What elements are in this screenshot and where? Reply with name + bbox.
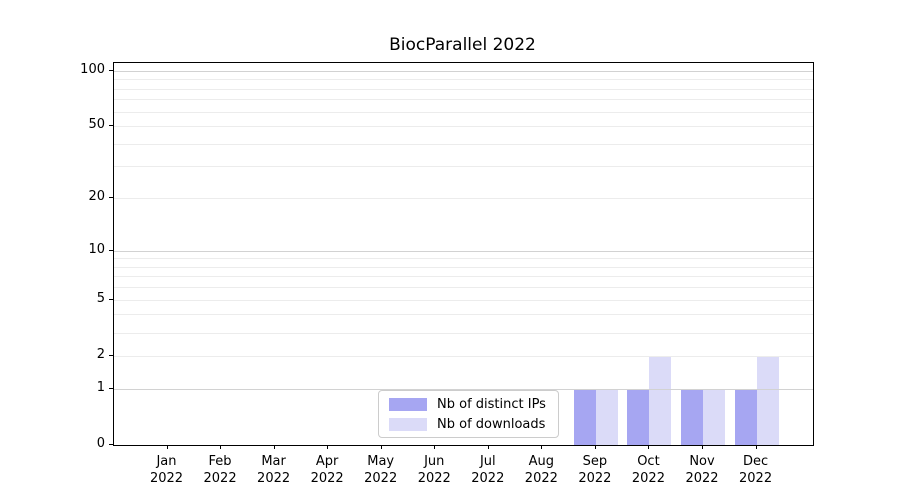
gridline-minor	[114, 166, 813, 168]
x-tick	[594, 445, 596, 449]
x-tick	[380, 445, 382, 449]
bar-downloads-dec	[756, 355, 779, 445]
x-tick-label: Sep 2022	[578, 454, 612, 486]
x-tick	[702, 445, 703, 449]
bar-downloads-sep	[595, 388, 618, 445]
legend: Nb of distinct IPs Nb of downloads	[378, 390, 559, 438]
x-tick-label: Aug 2022	[524, 454, 558, 486]
x-tick	[273, 445, 275, 449]
y-tick-label: 50	[88, 117, 105, 133]
gridline-minor	[114, 299, 813, 301]
y-tick	[109, 249, 113, 251]
x-tick-label: Apr 2022	[310, 454, 344, 486]
gridline-minor	[114, 314, 813, 316]
bar-downloads-oct	[649, 355, 672, 445]
gridline-minor	[114, 287, 813, 289]
y-tick-label: 10	[88, 241, 105, 257]
gridline-minor	[114, 355, 813, 357]
gridline-minor	[114, 258, 813, 260]
legend-swatch-distinct-ips	[389, 397, 427, 411]
y-tick-label: 2	[96, 346, 105, 362]
gridline-minor	[114, 111, 813, 113]
x-tick	[434, 445, 436, 449]
x-tick	[327, 445, 329, 449]
legend-item: Nb of downloads	[389, 416, 550, 432]
x-tick-label: Jun 2022	[417, 454, 451, 486]
y-tick	[109, 69, 113, 71]
gridline-minor	[114, 99, 813, 101]
gridline-minor	[114, 198, 813, 200]
plot-area: Nb of distinct IPs Nb of downloads	[113, 62, 814, 446]
x-tick-label: Jan 2022	[149, 454, 184, 486]
x-tick-label: Mar 2022	[257, 454, 291, 486]
legend-label: Nb of downloads	[437, 416, 546, 432]
gridline-minor	[114, 266, 813, 268]
y-tick-label: 0	[96, 436, 105, 451]
x-tick-label: May 2022	[364, 454, 398, 486]
gridline-minor	[114, 79, 813, 81]
x-tick-label: Oct 2022	[631, 454, 665, 486]
gridline-minor	[114, 126, 813, 128]
gridline-major	[114, 250, 813, 252]
x-tick	[541, 445, 543, 449]
y-tick-label: 1	[96, 379, 105, 395]
x-tick	[166, 445, 168, 449]
bar-distinct-ips-nov	[681, 388, 703, 445]
y-tick	[109, 354, 113, 356]
gridline-major	[114, 388, 813, 390]
gridline-minor	[114, 332, 813, 334]
x-tick-label: Dec 2022	[739, 454, 773, 486]
x-tick	[648, 445, 650, 449]
x-tick-label: Jul 2022	[471, 454, 505, 486]
y-tick	[109, 387, 113, 389]
bar-downloads-nov	[703, 388, 725, 445]
legend-label: Nb of distinct IPs	[437, 396, 546, 412]
gridline-major	[114, 70, 813, 72]
x-tick-label: Nov 2022	[685, 454, 719, 486]
gridline-minor	[114, 143, 813, 145]
x-tick	[755, 445, 757, 449]
bar-distinct-ips-dec	[734, 388, 757, 445]
y-tick-label: 5	[96, 290, 105, 306]
y-tick-label: 20	[88, 189, 105, 205]
y-tick	[109, 444, 113, 445]
x-tick	[487, 445, 489, 449]
y-tick	[109, 197, 113, 199]
legend-swatch-downloads	[389, 417, 427, 431]
bar-distinct-ips-oct	[627, 388, 650, 445]
chart-title: BiocParallel 2022	[389, 35, 536, 55]
x-tick-label: Feb 2022	[203, 454, 237, 486]
y-tick	[109, 125, 113, 127]
legend-item: Nb of distinct IPs	[389, 396, 550, 412]
x-tick	[220, 445, 222, 449]
y-tick-label: 100	[80, 61, 105, 77]
bar-distinct-ips-sep	[573, 388, 596, 445]
gridline-minor	[114, 276, 813, 278]
gridline-minor	[114, 88, 813, 90]
y-tick	[109, 298, 113, 300]
